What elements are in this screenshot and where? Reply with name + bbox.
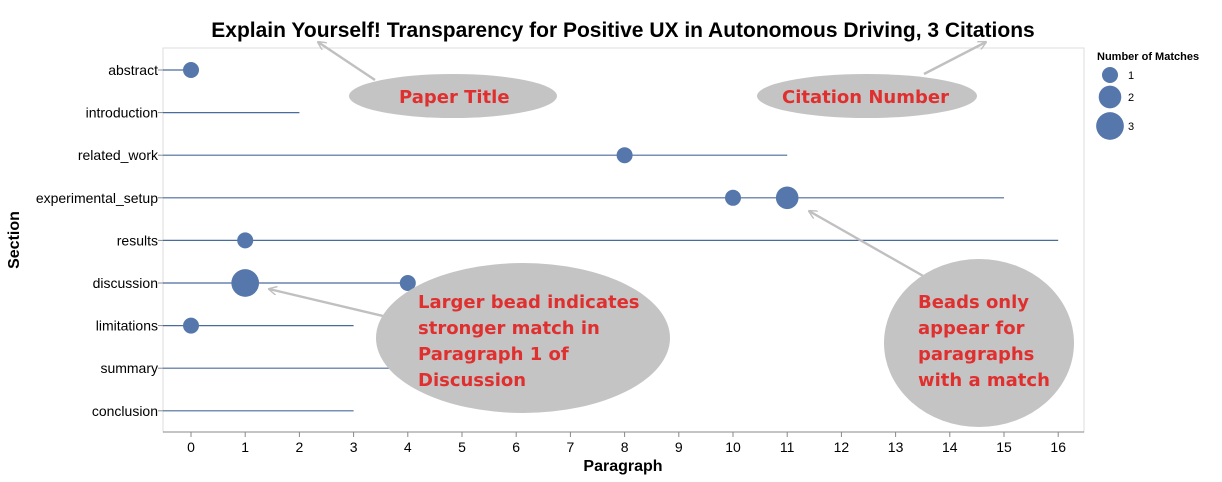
section-label: related_work <box>78 147 159 163</box>
x-tick-label: 3 <box>350 439 358 455</box>
section-lines <box>163 69 1059 412</box>
x-tick-label: 14 <box>942 439 958 455</box>
section-label: limitations <box>96 318 158 334</box>
legend-title: Number of Matches <box>1097 51 1199 63</box>
x-tick-label: 8 <box>621 439 629 455</box>
x-tick-label: 13 <box>888 439 904 455</box>
legend-bead-2 <box>1098 85 1122 109</box>
annotation-bubble-larger-bead <box>376 263 670 413</box>
x-tick-label: 12 <box>834 439 850 455</box>
x-tick-label: 9 <box>675 439 683 455</box>
x-tick-label: 2 <box>296 439 304 455</box>
x-tick-label: 1 <box>241 439 249 455</box>
annotation-bubble-citation-number <box>757 74 977 118</box>
x-tick-label: 6 <box>512 439 520 455</box>
annotation-text-beads-only: Beads only appear for paragraphs with a mat… <box>918 292 1050 391</box>
section-label: conclusion <box>92 403 158 419</box>
section-label: results <box>117 232 158 248</box>
x-tick-label: 0 <box>187 439 195 455</box>
x-tick-label: 7 <box>567 439 575 455</box>
legend-label: 1 <box>1128 70 1134 82</box>
annotations: Paper Title Citation Number Larger bead in… <box>269 42 1074 427</box>
x-axis: 0 1 2 3 4 5 6 7 8 9 10 11 12 13 14 15 16 <box>163 431 1084 455</box>
annotation-arrow-larger-bead <box>269 289 384 318</box>
annotation-bubble-paper-title <box>349 74 557 118</box>
legend-label: 3 <box>1128 121 1134 133</box>
bead-discussion-p4 <box>399 275 416 291</box>
y-axis-title: Section <box>6 211 23 269</box>
section-label: experimental_setup <box>36 190 158 206</box>
legend-label: 2 <box>1128 92 1134 104</box>
bead-abstract-p0 <box>183 62 199 78</box>
x-tick-label: 11 <box>780 439 795 455</box>
bead-related_work-p8 <box>616 147 633 164</box>
x-tick-label: 4 <box>404 439 412 455</box>
bead-experimental_setup-p11 <box>775 186 799 210</box>
section-label: introduction <box>86 105 158 121</box>
legend-bead-3 <box>1096 112 1124 140</box>
chart-title: Explain Yourself! Transparency for Posit… <box>211 19 1034 42</box>
bead-experimental_setup-p10 <box>725 189 741 206</box>
legend: Number of Matches 1 2 3 <box>1096 51 1199 140</box>
x-tick-label: 16 <box>1050 439 1066 455</box>
annotation-arrow-beads-only <box>809 211 933 283</box>
bead-discussion-p1 <box>231 269 260 297</box>
annotation-text-larger-bead: Larger bead indicates stronger match in Pa… <box>418 292 640 391</box>
x-tick-label: 15 <box>996 439 1012 455</box>
section-labels: abstract introduction related_work experime… <box>36 62 163 419</box>
section-label: abstract <box>108 62 158 78</box>
bead-limitations-p0 <box>183 317 199 334</box>
section-label: summary <box>100 360 158 376</box>
bead-results-p1 <box>237 232 254 249</box>
annotation-text-paper-title: Paper Title <box>399 87 510 108</box>
annotation-arrow-paper-title <box>318 42 376 81</box>
x-axis-title: Paragraph <box>583 458 662 475</box>
annotation-bubble-beads-only <box>884 259 1074 427</box>
annotation-arrow-citation-number <box>923 42 986 76</box>
beads <box>183 62 799 334</box>
annotation-text-citation-number: Citation Number <box>782 87 949 108</box>
section-label: discussion <box>93 275 158 291</box>
x-tick-label: 5 <box>458 439 466 455</box>
x-tick-label: 10 <box>725 439 741 455</box>
legend-bead-1 <box>1102 67 1118 83</box>
